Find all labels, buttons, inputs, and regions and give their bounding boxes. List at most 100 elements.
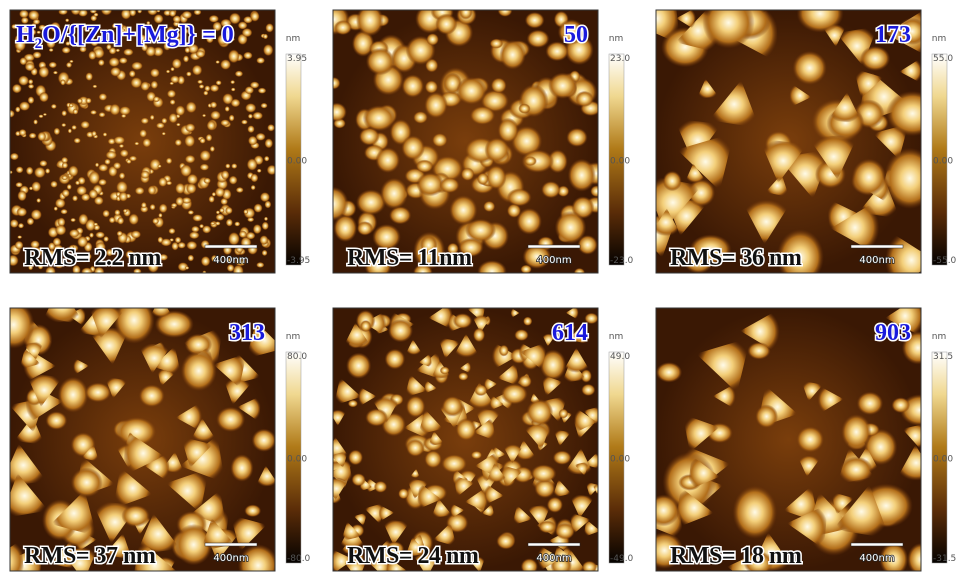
grain xyxy=(43,113,47,116)
grain xyxy=(71,125,77,130)
rms-label: RMS= 36 nm xyxy=(670,245,802,271)
grain xyxy=(228,232,240,246)
grain xyxy=(210,146,215,152)
colorbar-tick-label: 0.00 xyxy=(610,157,630,167)
grain xyxy=(215,60,219,63)
grain xyxy=(62,189,70,197)
grain xyxy=(129,70,136,77)
grain xyxy=(499,345,509,357)
grain xyxy=(207,120,216,130)
grain xyxy=(351,473,365,486)
grain xyxy=(186,183,197,194)
grain xyxy=(15,241,24,250)
grain xyxy=(92,85,97,88)
colorbar-tick-label: 0.00 xyxy=(287,455,307,465)
grain xyxy=(85,382,112,402)
grain xyxy=(85,98,91,104)
grain xyxy=(158,177,167,187)
grain xyxy=(170,99,176,105)
grain xyxy=(547,497,563,513)
grain xyxy=(51,104,57,109)
grain xyxy=(93,13,98,17)
grain xyxy=(72,195,78,201)
composition-label: 173 xyxy=(875,22,911,48)
grain xyxy=(215,214,224,221)
scale-bar-label: 400nm xyxy=(859,255,894,266)
colorbar-tick-label: 80.0 xyxy=(287,352,307,362)
grain xyxy=(157,236,163,243)
grain xyxy=(197,80,203,84)
grain xyxy=(566,128,587,147)
grain xyxy=(38,66,49,78)
grain xyxy=(233,265,244,278)
grain xyxy=(19,10,29,19)
grain xyxy=(181,350,217,391)
grain xyxy=(459,5,472,20)
grain xyxy=(119,106,131,115)
afm-panel: H2O/{[Zn]+[Mg]} = 0RMS= 2.2 nm400nmnm3.9… xyxy=(6,5,310,278)
grain xyxy=(69,229,80,238)
grain xyxy=(121,114,126,118)
grain xyxy=(860,46,890,71)
grain xyxy=(426,33,439,46)
grain xyxy=(102,210,110,218)
grain xyxy=(260,103,267,109)
grain xyxy=(380,178,408,210)
grain xyxy=(886,91,939,136)
grain xyxy=(6,110,15,118)
grain xyxy=(186,241,197,250)
grain xyxy=(245,103,256,113)
grain xyxy=(150,68,160,77)
grain xyxy=(230,80,235,84)
grain xyxy=(28,84,34,89)
grain xyxy=(131,230,142,238)
grain xyxy=(110,67,121,77)
grain xyxy=(18,223,24,229)
grain xyxy=(474,384,487,396)
grain xyxy=(541,181,561,198)
grain xyxy=(49,62,58,69)
grain xyxy=(33,119,38,124)
grain xyxy=(538,521,556,534)
grain xyxy=(73,109,79,115)
grain xyxy=(264,200,271,208)
grain xyxy=(498,4,513,17)
grain xyxy=(131,62,143,71)
grain xyxy=(153,96,160,102)
grain xyxy=(202,114,206,117)
grain xyxy=(32,51,41,58)
grain xyxy=(60,79,65,85)
figure: H2O/{[Zn]+[Mg]} = 0RMS= 2.2 nm400nmnm3.9… xyxy=(0,0,956,573)
grain xyxy=(167,90,176,98)
grain xyxy=(241,120,248,125)
grain xyxy=(88,51,96,60)
grain xyxy=(95,163,99,168)
grain xyxy=(442,396,463,417)
grain xyxy=(204,85,210,91)
grain xyxy=(141,202,147,209)
grain xyxy=(406,439,424,457)
grain xyxy=(215,221,221,225)
grain xyxy=(148,185,157,195)
grain xyxy=(203,178,211,184)
grain xyxy=(262,222,269,231)
grain xyxy=(175,183,185,194)
grain xyxy=(67,184,72,190)
grain xyxy=(254,203,263,212)
grain xyxy=(184,135,195,147)
grain xyxy=(169,82,174,85)
grain xyxy=(168,228,175,234)
rms-label: RMS= 18 nm xyxy=(670,543,802,569)
grain xyxy=(327,77,340,89)
scale-bar xyxy=(851,543,903,546)
grain xyxy=(206,134,213,142)
grain xyxy=(98,112,105,117)
grain xyxy=(80,121,90,129)
grain xyxy=(186,101,197,113)
grain xyxy=(18,75,29,85)
grain xyxy=(15,182,23,188)
grain xyxy=(656,362,682,383)
grain xyxy=(247,158,258,170)
composition-label: 313 xyxy=(229,320,265,346)
